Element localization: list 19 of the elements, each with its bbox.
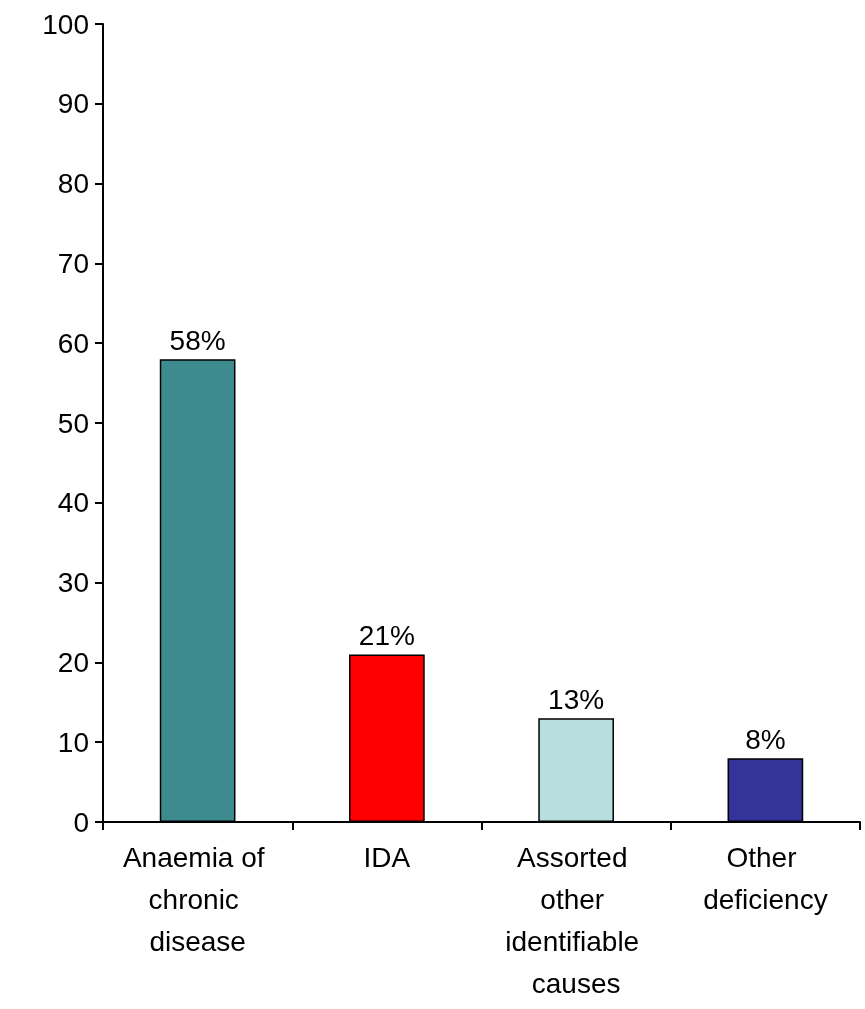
y-tick-label: 10 [57, 726, 89, 758]
x-tick-label: Other deficiency [703, 841, 828, 915]
y-tick-label: 40 [57, 487, 89, 519]
x-tick-label: IDA [363, 841, 411, 873]
x-tick-label: Assorted other identifiable causes [505, 841, 647, 999]
y-tick-label: 80 [57, 168, 89, 200]
y-tick-label: 100 [42, 8, 89, 40]
y-tick-label: 90 [57, 88, 89, 120]
y-tick-label: 30 [57, 567, 89, 599]
x-tick-label: Anaemia of chronic disease [122, 841, 273, 957]
data-label: 21% [358, 619, 415, 651]
y-tick-label: 70 [57, 247, 89, 279]
data-label: 13% [548, 683, 605, 715]
y-tick-label: 0 [73, 806, 89, 838]
data-label: 8% [745, 723, 786, 755]
data-label: 58% [169, 324, 226, 356]
y-tick-label: 20 [57, 646, 89, 678]
y-tick-label: 50 [57, 407, 89, 439]
y-tick-label: 60 [57, 327, 89, 359]
